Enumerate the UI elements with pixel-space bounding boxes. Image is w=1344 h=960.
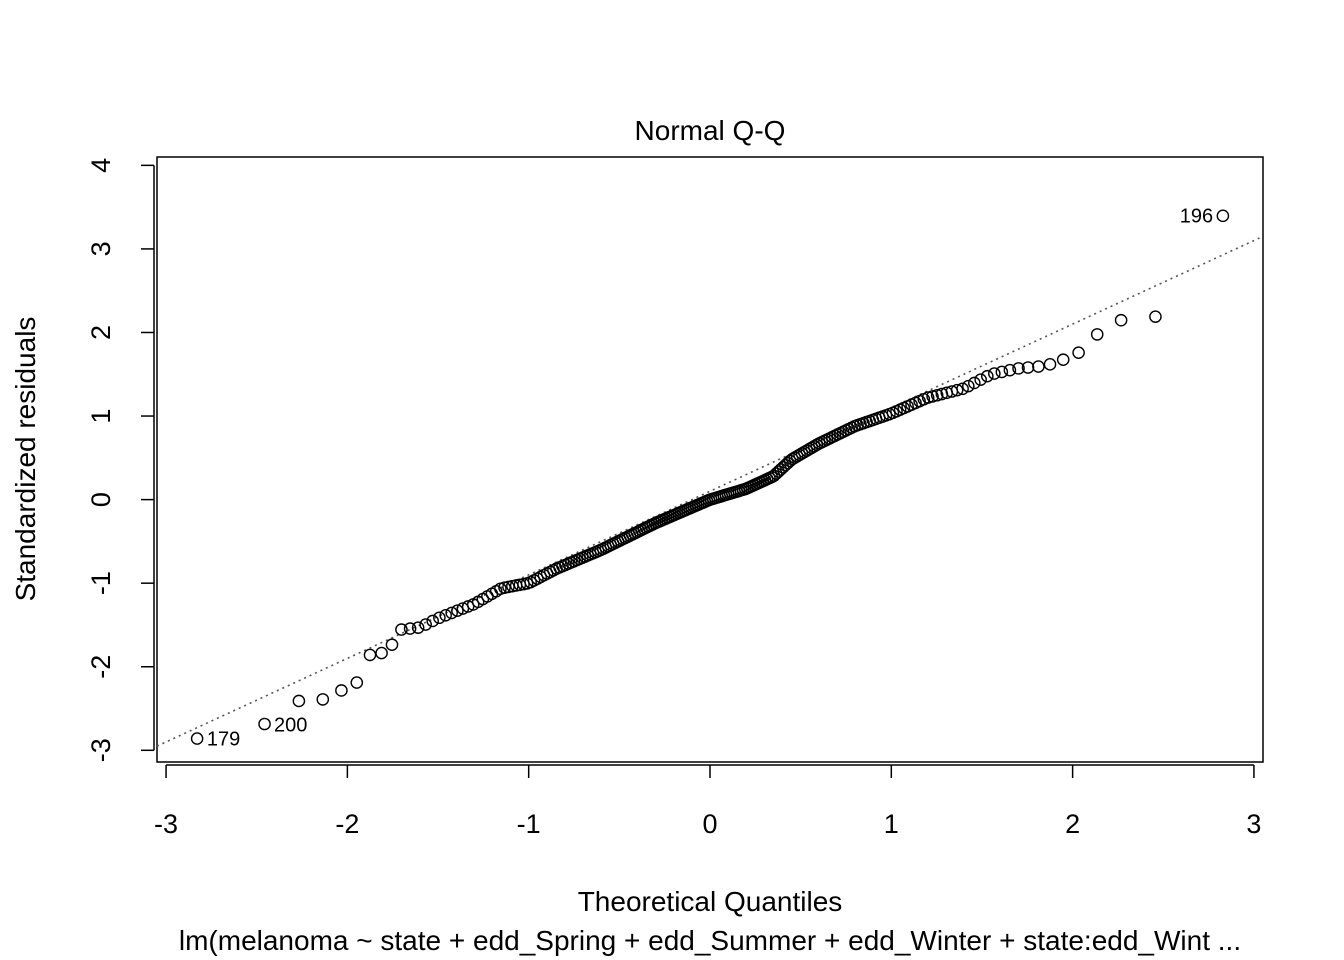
residual-point [995,365,1009,379]
residual-point [772,465,785,478]
residual-point [445,606,458,620]
point-label-200: 200 [274,714,307,736]
residual-point [956,382,969,396]
residual-point [981,369,994,383]
y-tick-label: -3 [86,738,116,762]
residual-point [395,623,408,636]
reference-line-layer [156,235,1264,747]
residual-point [350,676,364,689]
y-tick-label: 2 [86,325,116,340]
residual-point [962,379,975,393]
residual-point [921,391,935,404]
point-label-196: 196 [1180,205,1213,227]
y-tick-label: -1 [86,571,116,595]
residual-point [439,608,452,622]
residual-point [988,367,1001,380]
residual-point [1072,346,1085,359]
residual-point [767,469,781,483]
x-tick-label: 2 [1065,809,1080,839]
residual-point [769,467,783,480]
y-tick-label: 3 [86,241,116,256]
residual-point [411,621,425,634]
point-label-179: 179 [207,729,240,751]
residual-point [292,694,306,708]
residual-point [1216,209,1230,223]
model-formula-subtitle: lm(melanoma ~ state + edd_Spring + edd_S… [179,925,1241,956]
x-axis: -3 -2 -1 0 1 2 3 [154,764,1261,839]
x-axis-title: Theoretical Quantiles [578,886,843,917]
x-tick-label: 1 [884,809,899,839]
residual-point [774,463,788,476]
y-tick-label: 1 [86,409,116,424]
residual-point [403,622,417,635]
y-axis: -3 -2 -1 0 1 2 3 4 [86,158,155,762]
plot-frame [156,156,1264,763]
residual-point [1114,313,1128,327]
y-tick-label: -2 [86,655,116,679]
residual-point [385,638,399,652]
residual-point [190,732,204,745]
residual-point [926,390,939,403]
y-tick-label: 4 [86,158,116,173]
residual-point [1003,363,1017,377]
residual-point [1043,358,1057,371]
residual-point [779,458,792,472]
x-tick-label: 3 [1246,809,1261,839]
residual-point [419,618,432,631]
residual-point [1056,353,1070,367]
residual-point [433,611,446,625]
residual-point [974,373,987,386]
x-tick-label: 0 [702,809,717,839]
x-tick-label: -2 [335,809,359,839]
residual-point [316,693,330,706]
reference-line [156,235,1264,747]
residual-point [930,388,944,402]
point-labels-layer: 196 179 200 [207,205,1213,750]
residual-point [776,461,790,474]
y-axis-title: Standardized residuals [10,317,41,602]
residual-point [1032,360,1045,373]
residual-point [1012,362,1025,375]
residual-point [335,684,348,697]
y-tick-label: 0 [86,492,116,507]
residual-point [1021,361,1035,374]
residual-point [968,376,981,390]
residual-point [1090,328,1104,341]
residual-point [375,646,388,660]
x-tick-label: -1 [517,809,541,839]
points-layer [190,209,1230,745]
residual-point [1149,310,1162,323]
x-tick-label: -3 [154,809,178,839]
residual-point [363,648,377,662]
residual-point [426,614,440,628]
residual-point [451,604,464,617]
residual-point [258,717,271,731]
chart-title: Normal Q-Q [635,115,786,146]
residual-point [950,383,964,397]
